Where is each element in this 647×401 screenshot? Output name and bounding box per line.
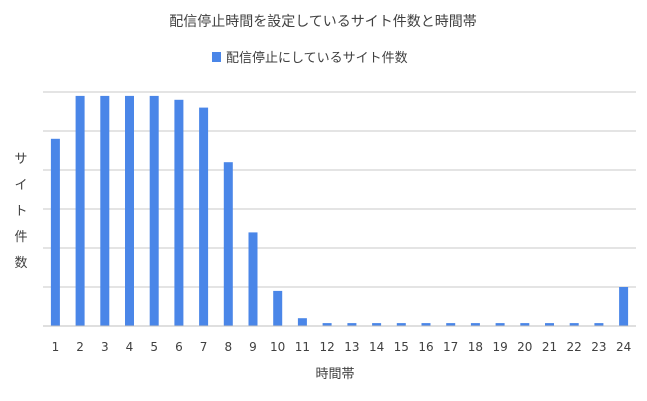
bar-13 xyxy=(347,323,357,326)
x-tick-label: 5 xyxy=(150,340,158,354)
y-axis-title: サイト件数 xyxy=(14,152,27,271)
x-axis-ticks: 1 2 3 4 5 6 7 8 9 10 11 12 13 14 15 16 17 18 19 20 21 22 23 24 xyxy=(52,340,632,354)
x-tick-label: 22 xyxy=(567,340,582,354)
x-tick-label: 8 xyxy=(224,340,232,354)
bar-14 xyxy=(372,323,382,326)
x-tick-label: 18 xyxy=(468,340,483,354)
bar-1 xyxy=(50,138,60,326)
chart-title: 配信停止時間を設定しているサイト件数と時間帯 xyxy=(169,13,477,30)
y-axis-title-char: ト xyxy=(14,204,27,219)
x-tick-label: 4 xyxy=(126,340,134,354)
gridlines xyxy=(43,91,636,288)
bar-series xyxy=(50,95,629,327)
x-tick-label: 19 xyxy=(492,340,507,354)
x-tick-label: 10 xyxy=(270,340,285,354)
bar-23 xyxy=(594,323,604,326)
bar-7 xyxy=(199,107,209,326)
x-tick-label: 7 xyxy=(200,340,208,354)
x-tick-label: 21 xyxy=(542,340,557,354)
bar-3 xyxy=(100,95,110,327)
bar-10 xyxy=(273,290,283,326)
x-tick-label: 11 xyxy=(295,340,310,354)
bar-21 xyxy=(545,323,554,326)
x-tick-label: 9 xyxy=(249,340,257,354)
bar-8 xyxy=(223,162,233,326)
x-tick-label: 16 xyxy=(418,340,433,354)
bar-24 xyxy=(619,287,629,326)
x-tick-label: 13 xyxy=(344,340,359,354)
bar-11 xyxy=(297,318,307,326)
y-axis-title-char: イ xyxy=(14,178,27,193)
x-tick-label: 2 xyxy=(76,340,84,354)
bar-15 xyxy=(396,323,406,326)
bar-16 xyxy=(421,323,431,326)
legend-swatch xyxy=(212,52,221,62)
bar-18 xyxy=(470,323,480,326)
x-tick-label: 24 xyxy=(616,340,631,354)
x-tick-label: 17 xyxy=(443,340,458,354)
legend: 配信停止にしているサイト件数 xyxy=(212,50,408,66)
bar-17 xyxy=(446,323,456,326)
x-axis-title: 時間帯 xyxy=(315,367,354,382)
bar-5 xyxy=(149,95,159,327)
x-tick-label: 1 xyxy=(52,340,60,354)
x-tick-label: 12 xyxy=(319,340,334,354)
x-tick-label: 14 xyxy=(369,340,384,354)
legend-label: 配信停止にしているサイト件数 xyxy=(226,50,408,66)
y-axis-title-char: 数 xyxy=(14,256,27,271)
y-axis-title-char: サ xyxy=(14,152,27,167)
x-tick-label: 3 xyxy=(101,340,109,354)
bar-22 xyxy=(569,323,579,326)
bar-6 xyxy=(174,99,184,326)
x-tick-label: 20 xyxy=(517,340,532,354)
bar-2 xyxy=(75,95,85,327)
x-tick-label: 6 xyxy=(175,340,183,354)
bar-12 xyxy=(322,323,332,326)
bar-20 xyxy=(520,323,530,326)
bar-9 xyxy=(248,232,258,326)
bar-19 xyxy=(495,323,505,326)
y-axis-title-char: 件 xyxy=(14,230,27,245)
x-tick-label: 15 xyxy=(394,340,409,354)
x-tick-label: 23 xyxy=(591,340,606,354)
bar-4 xyxy=(125,95,134,327)
